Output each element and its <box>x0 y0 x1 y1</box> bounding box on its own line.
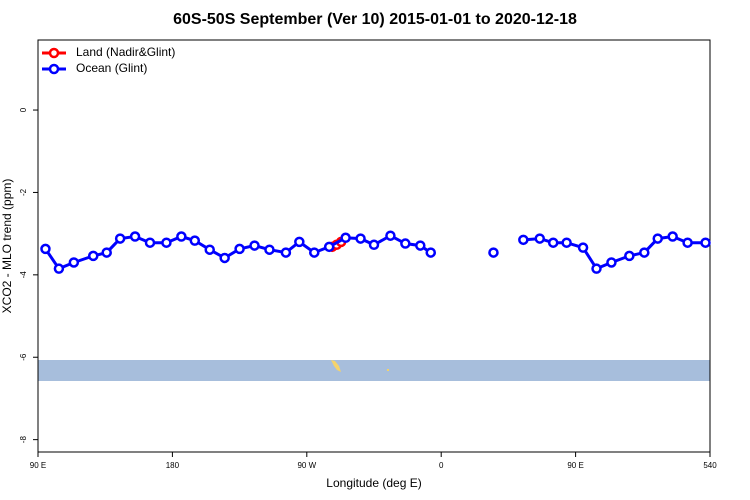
data-point <box>577 242 589 253</box>
y-tick-label: -6 <box>19 353 28 361</box>
plot-frame <box>37 39 711 453</box>
legend-marker <box>48 47 60 59</box>
data-point <box>652 233 663 244</box>
data-point <box>591 263 602 274</box>
data-point <box>606 257 617 268</box>
data-point <box>368 239 380 251</box>
map-band <box>38 360 710 381</box>
land-patch <box>331 360 341 372</box>
data-point <box>340 232 351 244</box>
data-point <box>547 237 559 248</box>
x-axis-label: Longitude (deg E) <box>326 476 421 490</box>
legend-label: Ocean (Glint) <box>76 61 147 75</box>
data-point <box>264 244 275 255</box>
land-patch <box>387 369 389 371</box>
data-point <box>425 247 436 258</box>
x-tick-label: 90 W <box>297 461 316 470</box>
legend-label: Land (Nadir&Glint) <box>76 45 175 59</box>
data-point <box>88 250 99 262</box>
data-point <box>488 247 499 258</box>
y-tick-label: 0 <box>19 107 28 112</box>
data-point <box>129 231 141 242</box>
chart-title: 60S-50S September (Ver 10) 2015-01-01 to… <box>173 11 577 28</box>
data-point <box>101 247 112 258</box>
y-tick-label: -2 <box>19 188 28 196</box>
data-point <box>400 238 411 249</box>
data-point <box>700 237 711 248</box>
data-point <box>234 243 245 255</box>
y-axis-label: XCO2 - MLO trend (ppm) <box>0 179 14 314</box>
x-tick-label: 180 <box>166 461 180 470</box>
data-point <box>639 247 650 258</box>
data-point <box>518 234 529 246</box>
x-tick-label: 0 <box>439 461 444 470</box>
legend-marker <box>48 63 60 75</box>
x-tick-label: 90 E <box>567 461 583 470</box>
data-point <box>561 237 572 248</box>
data-point <box>189 235 201 246</box>
data-point <box>294 236 305 248</box>
data-point <box>144 237 156 248</box>
data-point <box>385 230 396 241</box>
data-point <box>219 252 230 264</box>
data-point <box>309 247 320 258</box>
data-point <box>415 240 426 251</box>
data-point <box>534 233 546 244</box>
data-point <box>323 241 335 253</box>
data-point <box>53 263 65 274</box>
data-point <box>667 231 678 242</box>
data-point <box>204 244 215 255</box>
y-tick-label: -8 <box>19 436 28 444</box>
data-point <box>176 231 187 242</box>
data-point <box>114 233 126 244</box>
data-point <box>624 250 635 262</box>
data-point <box>355 233 366 244</box>
data-point <box>68 257 80 268</box>
data-point <box>682 237 693 248</box>
x-tick-label: 90 E <box>30 461 46 470</box>
y-tick-label: -4 <box>19 271 28 279</box>
x-tick-label: 540 <box>703 461 717 470</box>
data-point <box>280 247 292 258</box>
data-point <box>161 237 172 248</box>
data-point <box>40 243 51 255</box>
data-point <box>249 240 260 251</box>
